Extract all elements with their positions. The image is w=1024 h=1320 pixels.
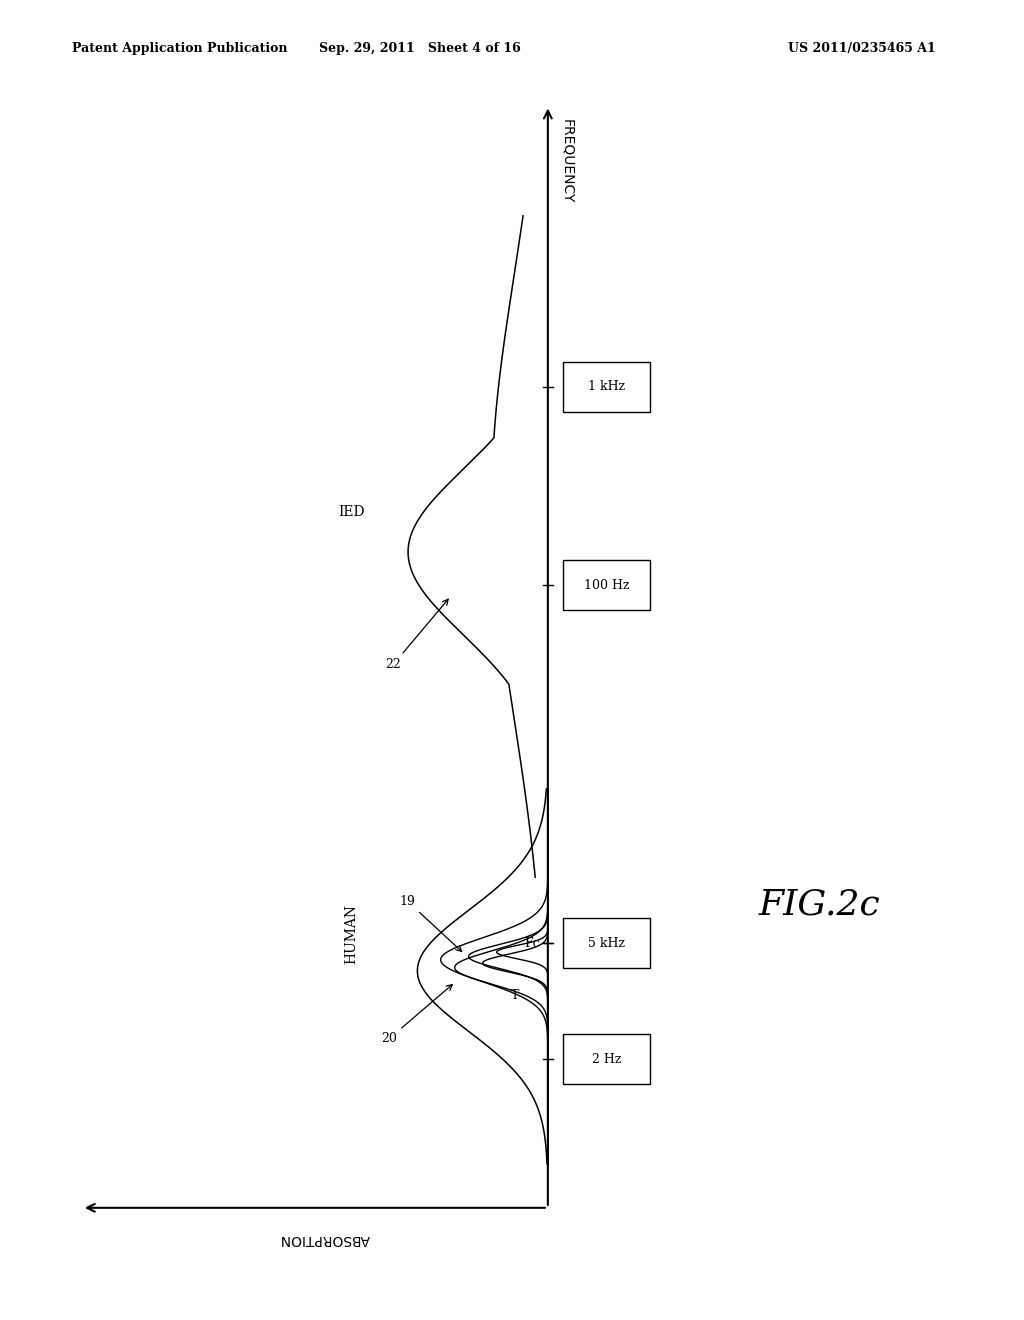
Text: 1 kHz: 1 kHz: [588, 380, 626, 393]
Text: IED: IED: [339, 506, 365, 519]
Text: 22: 22: [386, 599, 449, 671]
Text: 20: 20: [381, 985, 453, 1045]
Text: FREQUENCY: FREQUENCY: [560, 119, 574, 203]
Text: Patent Application Publication: Patent Application Publication: [72, 42, 287, 55]
Text: 2 Hz: 2 Hz: [592, 1052, 622, 1065]
Text: Fc: Fc: [524, 937, 540, 950]
Text: HUMAN: HUMAN: [344, 904, 357, 964]
Text: Sep. 29, 2011   Sheet 4 of 16: Sep. 29, 2011 Sheet 4 of 16: [318, 42, 521, 55]
Text: T: T: [511, 989, 519, 1002]
Text: US 2011/0235465 A1: US 2011/0235465 A1: [788, 42, 936, 55]
Text: ABSORPTION: ABSORPTION: [280, 1232, 371, 1246]
Text: FIG.2c: FIG.2c: [759, 887, 880, 921]
Text: 100 Hz: 100 Hz: [584, 578, 630, 591]
Text: 5 kHz: 5 kHz: [588, 937, 626, 950]
Text: 19: 19: [399, 895, 462, 952]
